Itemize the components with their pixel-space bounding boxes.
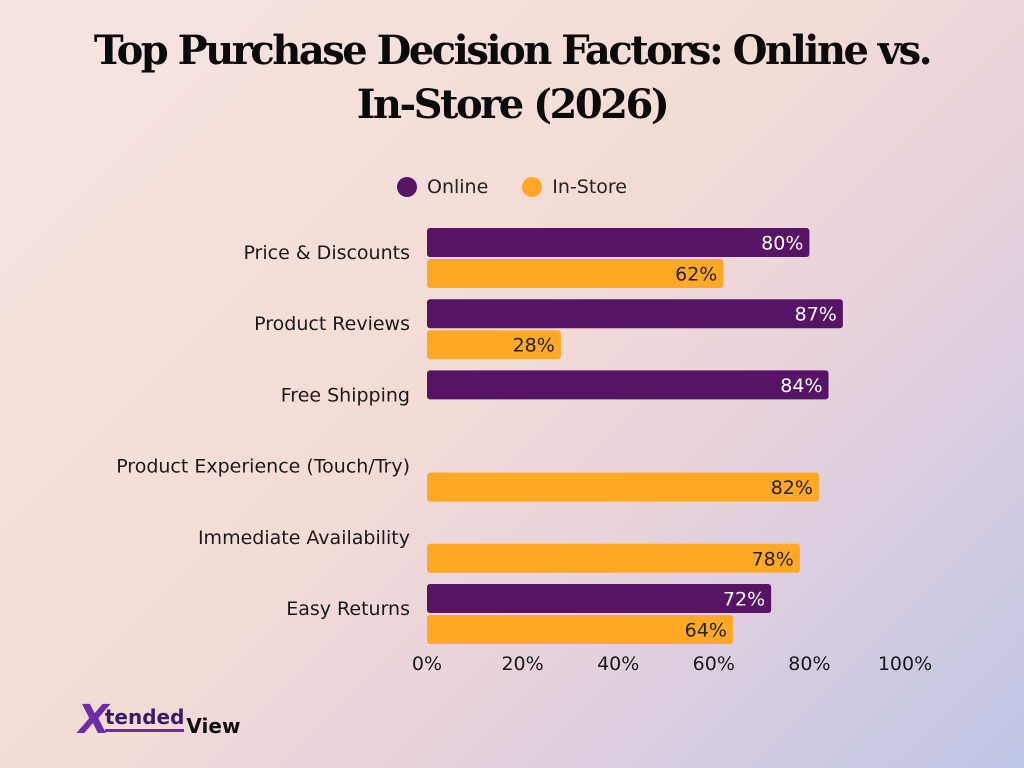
bar-online (427, 584, 772, 613)
bar-online (427, 370, 829, 400)
category-label: Price & Discounts (243, 242, 410, 264)
logo-mark: X (73, 697, 113, 743)
logo-text-view: View (186, 714, 241, 738)
legend-item-online: Online (396, 176, 489, 198)
x-tick-label: 80% (788, 653, 830, 675)
legend-swatch-online (396, 177, 417, 197)
bar-instore (427, 330, 561, 360)
legend-item-instore: In-Store (522, 176, 627, 198)
bar-online (427, 228, 810, 257)
bar-online (427, 299, 843, 329)
bar-instore (427, 543, 800, 573)
x-tick-label: 0% (412, 653, 442, 675)
x-tick-label: 20% (501, 653, 543, 675)
bar-value-label: 80% (761, 233, 803, 255)
legend: Online In-Store (0, 176, 1024, 198)
category-label: Product Experience (Touch/Try) (116, 456, 410, 478)
category-label: Free Shipping (281, 384, 410, 406)
bar-value-label: 78% (752, 548, 794, 570)
legend-label-online: Online (426, 176, 489, 198)
logo-text-tended: tended (104, 705, 185, 732)
bar-value-label: 64% (685, 620, 727, 642)
x-tick-label: 60% (693, 653, 735, 675)
category-label: Easy Returns (286, 598, 410, 620)
bar-instore (427, 472, 819, 502)
chart-title: Top Purchase Decision Factors: Online vs… (93, 27, 933, 128)
legend-label-instore: In-Store (552, 176, 628, 198)
x-tick-label: 100% (878, 653, 932, 675)
bar-value-label: 84% (780, 375, 822, 397)
bar-instore (427, 259, 724, 288)
category-label: Product Reviews (254, 313, 410, 335)
brand-logo: X tended View (74, 697, 241, 743)
legend-swatch-instore (522, 177, 543, 197)
x-tick-label: 40% (597, 653, 639, 675)
bar-value-label: 87% (795, 304, 837, 326)
bar-instore (427, 615, 733, 644)
bar-value-label: 62% (675, 264, 717, 286)
bar-value-label: 82% (771, 477, 813, 499)
bar-value-label: 28% (513, 335, 555, 357)
category-label: Immediate Availability (198, 527, 410, 549)
bar-value-label: 72% (723, 589, 765, 611)
